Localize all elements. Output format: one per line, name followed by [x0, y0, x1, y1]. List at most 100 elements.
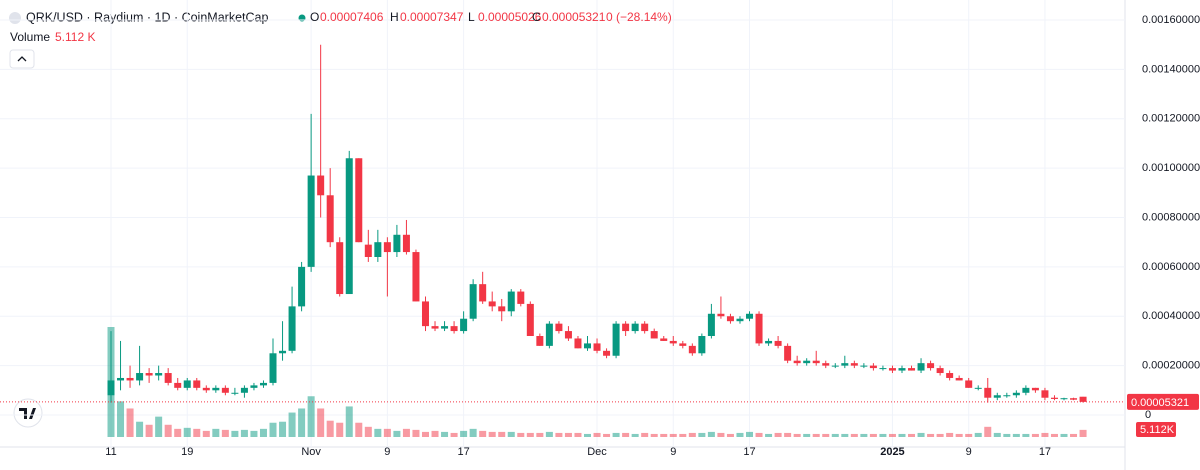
candle-body — [679, 343, 687, 346]
candle-body — [955, 377, 963, 381]
candle-body — [469, 284, 477, 319]
y-tick-label: 0.00020000 — [1142, 360, 1200, 372]
volume-bar — [879, 433, 887, 437]
button-frame[interactable] — [9, 49, 35, 69]
candle — [965, 377, 973, 437]
volume-bar — [908, 433, 916, 437]
candle — [1003, 392, 1011, 437]
volume-bar — [374, 428, 382, 437]
volume-bar — [555, 432, 563, 437]
volume-bar — [955, 433, 963, 437]
y-tick-label: 0.00080000 — [1142, 211, 1200, 223]
candle — [831, 363, 839, 437]
candle-body — [1060, 398, 1068, 400]
candle-body — [774, 340, 782, 346]
volume-bar — [974, 432, 982, 437]
volume-bar — [707, 431, 715, 437]
candle — [393, 224, 401, 437]
volume-bar — [1050, 433, 1058, 437]
candle-body — [212, 387, 220, 391]
candle — [441, 321, 449, 437]
candle — [717, 296, 725, 437]
candle-body — [498, 306, 506, 312]
candle-body — [726, 316, 734, 322]
candle-body — [612, 323, 620, 356]
candle — [1022, 385, 1030, 437]
candle-body — [946, 373, 954, 378]
candle — [622, 321, 630, 437]
candle-body — [202, 387, 210, 391]
candle-body — [803, 360, 811, 364]
candle-body — [698, 336, 706, 354]
volume-bar — [431, 430, 439, 437]
logo-circle — [13, 398, 43, 428]
volume-bar — [898, 433, 906, 437]
candle-body — [545, 323, 553, 346]
x-tick-label: 9 — [384, 446, 390, 458]
candle-body — [965, 380, 973, 388]
candle-body — [784, 345, 792, 361]
volume-bar — [688, 432, 696, 437]
candle-body — [393, 234, 401, 253]
candle — [355, 158, 363, 437]
volume-bar — [526, 432, 534, 437]
candle-body — [145, 373, 153, 376]
candle-body — [650, 331, 658, 339]
candle-body — [622, 323, 630, 332]
candle — [517, 289, 525, 437]
candle — [555, 321, 563, 437]
candle-body — [707, 313, 715, 336]
candle-body — [174, 382, 182, 388]
candle-body — [879, 368, 887, 370]
candle-body — [136, 373, 144, 381]
candle — [631, 321, 639, 437]
volume-bar — [498, 431, 506, 437]
candle-body — [269, 353, 277, 383]
candle-body — [364, 244, 372, 257]
y-tick-label: 0.00040000 — [1142, 310, 1200, 322]
volume-bar — [355, 422, 363, 437]
candle — [1060, 397, 1068, 437]
chart-title: QRK/USD · Raydium · 1D · CoinMarketCap — [26, 10, 268, 24]
candle-body — [974, 387, 982, 389]
candle-body — [441, 326, 449, 329]
candle — [460, 311, 468, 437]
candle — [698, 333, 706, 437]
candle-body — [850, 363, 858, 366]
volume-bar — [1022, 433, 1030, 437]
candle-body — [1070, 398, 1078, 400]
volume-bar — [488, 431, 496, 437]
volume-bar — [564, 432, 572, 437]
candle — [850, 360, 858, 437]
candle — [584, 336, 591, 437]
volume-bar — [259, 428, 267, 437]
candle-body — [250, 385, 258, 388]
volume-bar — [793, 433, 801, 437]
candle-body — [526, 303, 534, 336]
candle-body — [279, 350, 287, 354]
candle — [174, 377, 182, 437]
candle — [259, 380, 267, 437]
candle — [221, 385, 229, 437]
candle — [250, 382, 258, 437]
last-price-label: 0.00005321 — [1131, 397, 1189, 409]
candle-body — [669, 340, 677, 344]
volume-bar — [469, 428, 477, 437]
candle — [164, 368, 172, 437]
volume-bar — [193, 428, 201, 437]
volume-name: Volume — [10, 30, 50, 44]
candle-body — [288, 306, 296, 351]
legend-value: 0.00007347 — [400, 10, 464, 24]
candle — [726, 313, 734, 437]
candle — [869, 363, 877, 437]
volume-bar — [1070, 433, 1078, 437]
volume-bar — [812, 433, 820, 437]
collapse-button[interactable] — [9, 49, 35, 69]
volume-bar — [650, 433, 658, 437]
volume-bar — [164, 424, 172, 437]
candle — [822, 360, 830, 437]
volume-bar — [507, 431, 515, 437]
candle — [593, 338, 601, 437]
candle-body — [164, 373, 172, 383]
candle — [927, 360, 935, 437]
